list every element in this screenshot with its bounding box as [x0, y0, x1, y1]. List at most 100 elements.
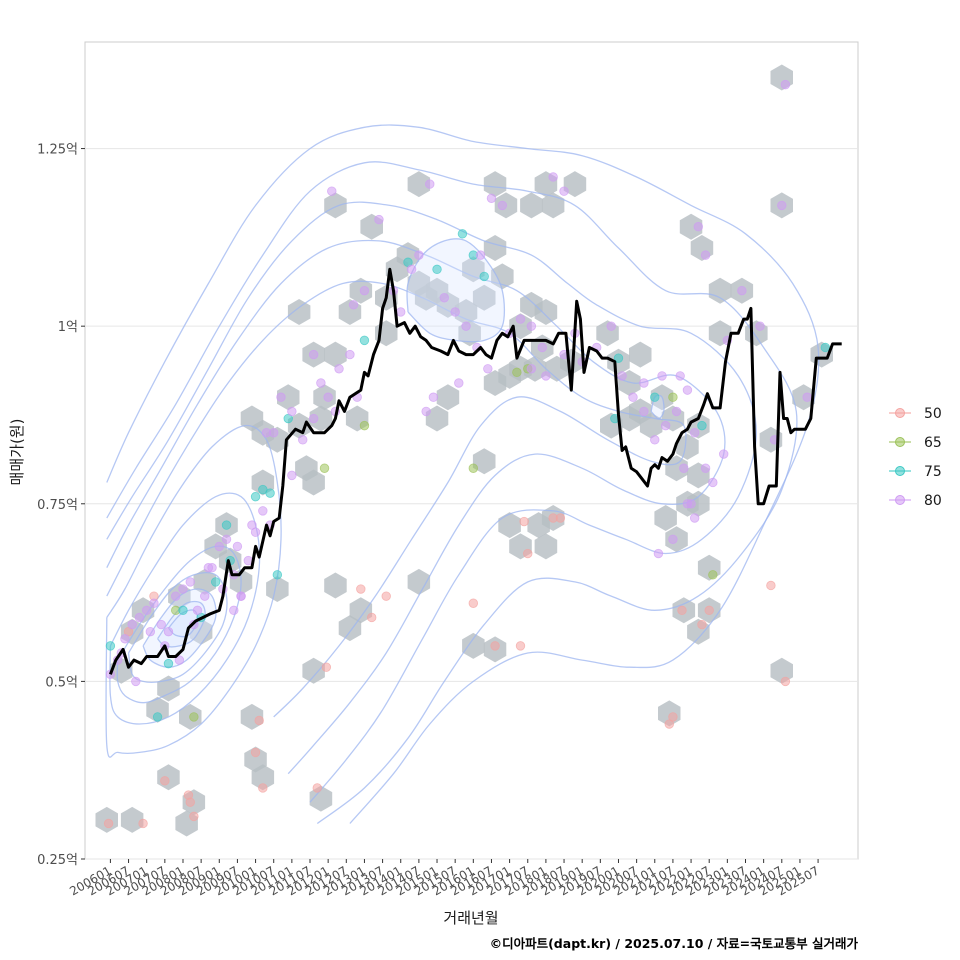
data-point-75	[272, 570, 283, 580]
data-point-75	[221, 520, 232, 530]
hexbin-cell	[687, 490, 710, 517]
data-point-75	[105, 641, 116, 651]
legend-key-point	[895, 408, 905, 418]
data-point-50	[766, 580, 776, 591]
data-point-75	[210, 577, 221, 587]
data-point-80	[737, 285, 747, 296]
data-point-80	[755, 321, 765, 331]
data-point-50	[668, 712, 678, 722]
legend-label: 50	[924, 406, 942, 422]
data-point-80	[700, 463, 711, 473]
data-point-80	[682, 385, 693, 395]
data-point-80	[486, 193, 497, 203]
scatter-points	[103, 79, 831, 829]
data-point-80	[475, 250, 486, 260]
hexbin-cell	[266, 576, 289, 602]
hexbin-cell	[309, 405, 333, 432]
data-point-80	[374, 214, 384, 225]
data-point-80	[276, 392, 286, 402]
hexbin-cell	[277, 384, 300, 411]
data-point-65	[512, 367, 522, 378]
data-point-80	[345, 349, 355, 360]
data-point-80	[439, 293, 449, 303]
density-contour	[106, 201, 758, 803]
hexbin-cell	[146, 696, 169, 723]
data-point-65	[359, 420, 370, 431]
data-point-50	[490, 641, 500, 651]
data-point-50	[468, 598, 479, 608]
density-contour	[109, 492, 261, 725]
data-point-80	[120, 634, 130, 644]
hexbin-cell	[483, 171, 507, 198]
hexbin-cell	[462, 632, 485, 659]
data-point-65	[668, 392, 678, 402]
legend: 50 65 75 80	[889, 406, 942, 509]
data-point-80	[203, 563, 214, 573]
legend-label: 80	[924, 493, 942, 509]
data-point-75	[650, 392, 660, 402]
data-point-50	[160, 776, 170, 786]
data-point-80	[247, 520, 257, 530]
hexbin-cell	[407, 568, 431, 595]
data-point-80	[134, 612, 145, 623]
data-point-65	[189, 712, 199, 722]
data-point-80	[497, 200, 508, 211]
hexbin-cell	[407, 171, 431, 198]
data-point-80	[185, 577, 195, 587]
data-point-80	[657, 371, 667, 381]
data-point-80	[689, 428, 700, 438]
data-point-50	[523, 548, 533, 559]
data-point-50	[321, 662, 332, 672]
data-point-80	[221, 534, 232, 545]
data-point-80	[269, 428, 279, 438]
data-point-50	[254, 715, 264, 726]
data-point-50	[515, 641, 526, 651]
data-point-80	[675, 371, 685, 381]
hexbin-cell	[708, 277, 732, 304]
hexbin-cell	[436, 384, 460, 411]
data-point-80	[334, 364, 344, 374]
data-point-75	[613, 353, 624, 363]
hexbin-cell	[396, 242, 420, 269]
data-point-80	[323, 392, 333, 402]
hexbin-cell	[665, 455, 688, 482]
data-point-80	[141, 605, 152, 616]
data-point-80	[708, 477, 718, 488]
data-point-80	[192, 605, 203, 616]
data-point-80	[526, 321, 537, 331]
data-point-50	[677, 605, 687, 616]
hexbin-cell	[302, 469, 325, 496]
data-point-80	[606, 321, 616, 331]
panel-background	[84, 41, 859, 860]
data-point-50	[185, 797, 195, 807]
hexbin-cell	[679, 213, 703, 240]
data-point-80	[316, 378, 326, 388]
data-point-80	[639, 378, 649, 388]
data-point-50	[697, 619, 707, 630]
data-point-80	[559, 186, 569, 196]
hexbin-cell	[472, 284, 496, 311]
y-tick-label: 1억	[58, 320, 78, 335]
data-point-80	[406, 264, 417, 275]
data-point-75	[265, 488, 275, 498]
hexbin-cell	[338, 615, 362, 642]
data-point-80	[541, 371, 551, 381]
data-point-80	[777, 200, 787, 211]
y-axis-title: 매매가(원)	[8, 419, 26, 486]
data-point-80	[679, 463, 689, 473]
data-point-50	[103, 818, 114, 829]
data-point-80	[450, 307, 460, 317]
data-point-80	[660, 420, 671, 431]
data-point-80	[200, 591, 210, 601]
data-point-80	[359, 285, 370, 296]
data-point-50	[366, 612, 377, 623]
y-tick-label: 0.25억	[37, 853, 78, 868]
hexbin-cell	[302, 657, 325, 684]
hexbin-cell	[541, 192, 565, 219]
data-point-80	[131, 676, 141, 687]
data-point-80	[287, 470, 297, 481]
data-point-50	[555, 513, 566, 523]
median-trend-line	[108, 267, 842, 675]
data-point-80	[639, 406, 649, 417]
